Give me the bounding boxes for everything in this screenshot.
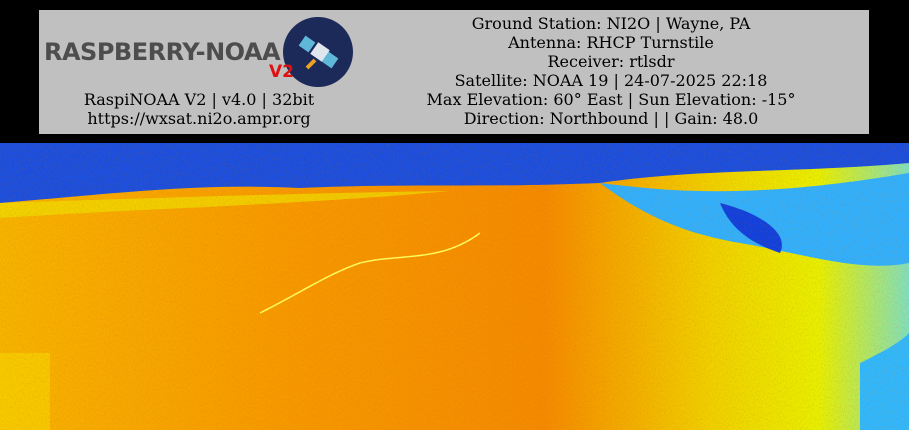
pass-info-line: Direction: Northbound | | Gain: 48.0	[463, 109, 759, 128]
pass-info-line: Antenna: RHCP Turnstile	[508, 33, 714, 52]
header: RASPBERRY-NOAA V2 RaspiNOAA V2 | v4.0 | …	[39, 10, 869, 134]
pass-info-line: Ground Station: NI2O | Wayne, PA	[471, 14, 751, 33]
url-line: https://wxsat.ni2o.ampr.org	[87, 109, 311, 128]
logo-icon	[283, 17, 353, 87]
software-line: RaspiNOAA V2 | v4.0 | 32bit	[83, 90, 315, 109]
logo-version: V2	[269, 62, 294, 82]
pass-info-line: Satellite: NOAA 19 | 24-07-2025 22:18	[454, 71, 768, 90]
satellite-image	[0, 143, 909, 430]
pass-info-line: Receiver: rtlsdr	[547, 52, 675, 71]
pass-info-line: Max Elevation: 60° East | Sun Elevation:…	[426, 90, 796, 109]
station-info: RaspiNOAA V2 | v4.0 | 32bit https://wxsa…	[39, 90, 359, 128]
logo-text: RASPBERRY-NOAA	[44, 38, 281, 66]
pass-info: Ground Station: NI2O | Wayne, PA Antenna:…	[401, 14, 821, 128]
